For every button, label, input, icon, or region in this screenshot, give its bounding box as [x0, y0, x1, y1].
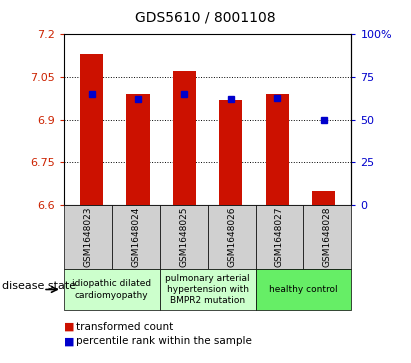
Bar [126, 94, 150, 205]
Text: GDS5610 / 8001108: GDS5610 / 8001108 [135, 11, 276, 25]
Bar [80, 54, 103, 205]
Bar [173, 72, 196, 205]
Text: percentile rank within the sample: percentile rank within the sample [76, 336, 252, 346]
Bar [312, 191, 335, 205]
Text: GSM1648023: GSM1648023 [83, 207, 92, 267]
Text: ■: ■ [64, 336, 74, 346]
Text: GSM1648028: GSM1648028 [323, 207, 332, 267]
Text: pulmonary arterial
hypertension with
BMPR2 mutation: pulmonary arterial hypertension with BMP… [165, 274, 250, 305]
Text: ■: ■ [64, 322, 74, 332]
Text: idiopathic dilated
cardiomyopathy: idiopathic dilated cardiomyopathy [72, 280, 151, 299]
Text: GSM1648025: GSM1648025 [179, 207, 188, 267]
Text: GSM1648024: GSM1648024 [131, 207, 140, 267]
Text: healthy control: healthy control [269, 285, 338, 294]
Bar [266, 94, 289, 205]
Bar [219, 100, 242, 205]
Text: disease state: disease state [2, 281, 76, 291]
Text: GSM1648026: GSM1648026 [227, 207, 236, 267]
Text: transformed count: transformed count [76, 322, 173, 332]
Text: GSM1648027: GSM1648027 [275, 207, 284, 267]
